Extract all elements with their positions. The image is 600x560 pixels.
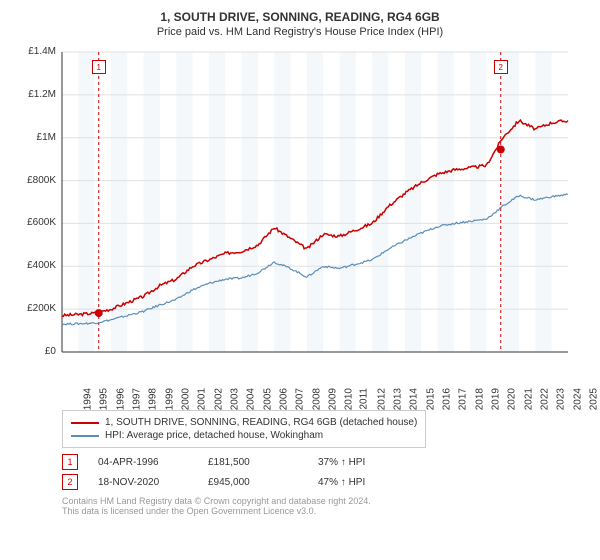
chart-subtitle: Price paid vs. HM Land Registry's House … — [12, 26, 588, 38]
chart-marker-2: 2 — [494, 60, 508, 74]
x-tick-label: 2007 — [294, 388, 305, 410]
chart-svg — [12, 44, 588, 404]
x-tick-label: 2014 — [409, 388, 420, 410]
marker-id-box: 2 — [62, 474, 78, 490]
x-tick-label: 2016 — [441, 388, 452, 410]
marker-delta: 47% ↑ HPI — [318, 477, 428, 488]
x-tick-label: 2022 — [539, 388, 550, 410]
chart-area: £0£200K£400K£600K£800K£1M£1.2M£1.4M 1994… — [12, 44, 588, 404]
x-tick-label: 2008 — [311, 388, 322, 410]
marker-row: 1 04-APR-1996£181,50037% ↑ HPI — [62, 454, 588, 470]
y-tick-label: £1M — [16, 132, 56, 143]
x-tick-label: 2000 — [180, 388, 191, 410]
marker-price: £181,500 — [208, 457, 318, 468]
marker-date: 18-NOV-2020 — [98, 477, 208, 488]
marker-price: £945,000 — [208, 477, 318, 488]
x-tick-label: 1998 — [148, 388, 159, 410]
marker-date: 04-APR-1996 — [98, 457, 208, 468]
x-tick-label: 2011 — [359, 388, 370, 410]
x-tick-label: 2015 — [425, 388, 436, 410]
x-tick-label: 2013 — [392, 388, 403, 410]
x-tick-label: 1999 — [164, 388, 175, 410]
footer-note: Contains HM Land Registry data © Crown c… — [62, 496, 588, 516]
x-tick-label: 2020 — [507, 388, 518, 410]
marker-id-box: 1 — [62, 454, 78, 470]
legend-label: HPI: Average price, detached house, Woki… — [105, 430, 323, 441]
x-tick-label: 2009 — [327, 388, 338, 410]
legend-swatch — [71, 435, 99, 437]
x-tick-label: 2005 — [262, 388, 273, 410]
footer-line-1: Contains HM Land Registry data © Crown c… — [62, 496, 588, 506]
x-tick-label: 2023 — [556, 388, 567, 410]
x-tick-label: 2004 — [245, 388, 256, 410]
chart-title: 1, SOUTH DRIVE, SONNING, READING, RG4 6G… — [12, 10, 588, 24]
x-tick-label: 2021 — [523, 388, 534, 410]
legend: 1, SOUTH DRIVE, SONNING, READING, RG4 6G… — [62, 410, 426, 448]
chart-marker-1: 1 — [92, 60, 106, 74]
y-tick-label: £0 — [16, 346, 56, 357]
marker-delta: 37% ↑ HPI — [318, 457, 428, 468]
marker-table: 1 04-APR-1996£181,50037% ↑ HPI 2 18-NOV-202… — [62, 454, 588, 490]
legend-swatch — [71, 422, 99, 424]
legend-label: 1, SOUTH DRIVE, SONNING, READING, RG4 6G… — [105, 417, 417, 428]
x-tick-label: 1995 — [99, 388, 110, 410]
legend-item: HPI: Average price, detached house, Woki… — [71, 430, 417, 441]
x-tick-label: 2006 — [278, 388, 289, 410]
x-tick-label: 2018 — [474, 388, 485, 410]
x-tick-label: 1997 — [131, 388, 142, 410]
y-tick-label: £400K — [16, 260, 56, 271]
y-tick-label: £1.4M — [16, 46, 56, 57]
marker-row: 2 18-NOV-2020£945,00047% ↑ HPI — [62, 474, 588, 490]
x-tick-label: 2010 — [343, 388, 354, 410]
legend-item: 1, SOUTH DRIVE, SONNING, READING, RG4 6G… — [71, 417, 417, 428]
x-tick-label: 1994 — [82, 388, 93, 410]
y-tick-label: £200K — [16, 303, 56, 314]
x-tick-label: 2025 — [588, 388, 599, 410]
y-tick-label: £600K — [16, 217, 56, 228]
x-tick-label: 2001 — [197, 388, 208, 410]
x-tick-label: 2002 — [213, 388, 224, 410]
x-tick-label: 2024 — [572, 388, 583, 410]
x-tick-label: 1996 — [115, 388, 126, 410]
x-tick-label: 2012 — [376, 388, 387, 410]
y-tick-label: £800K — [16, 175, 56, 186]
x-tick-label: 2003 — [229, 388, 240, 410]
x-tick-label: 2017 — [458, 388, 469, 410]
x-tick-label: 2019 — [490, 388, 501, 410]
footer-line-2: This data is licensed under the Open Gov… — [62, 506, 588, 516]
y-tick-label: £1.2M — [16, 89, 56, 100]
